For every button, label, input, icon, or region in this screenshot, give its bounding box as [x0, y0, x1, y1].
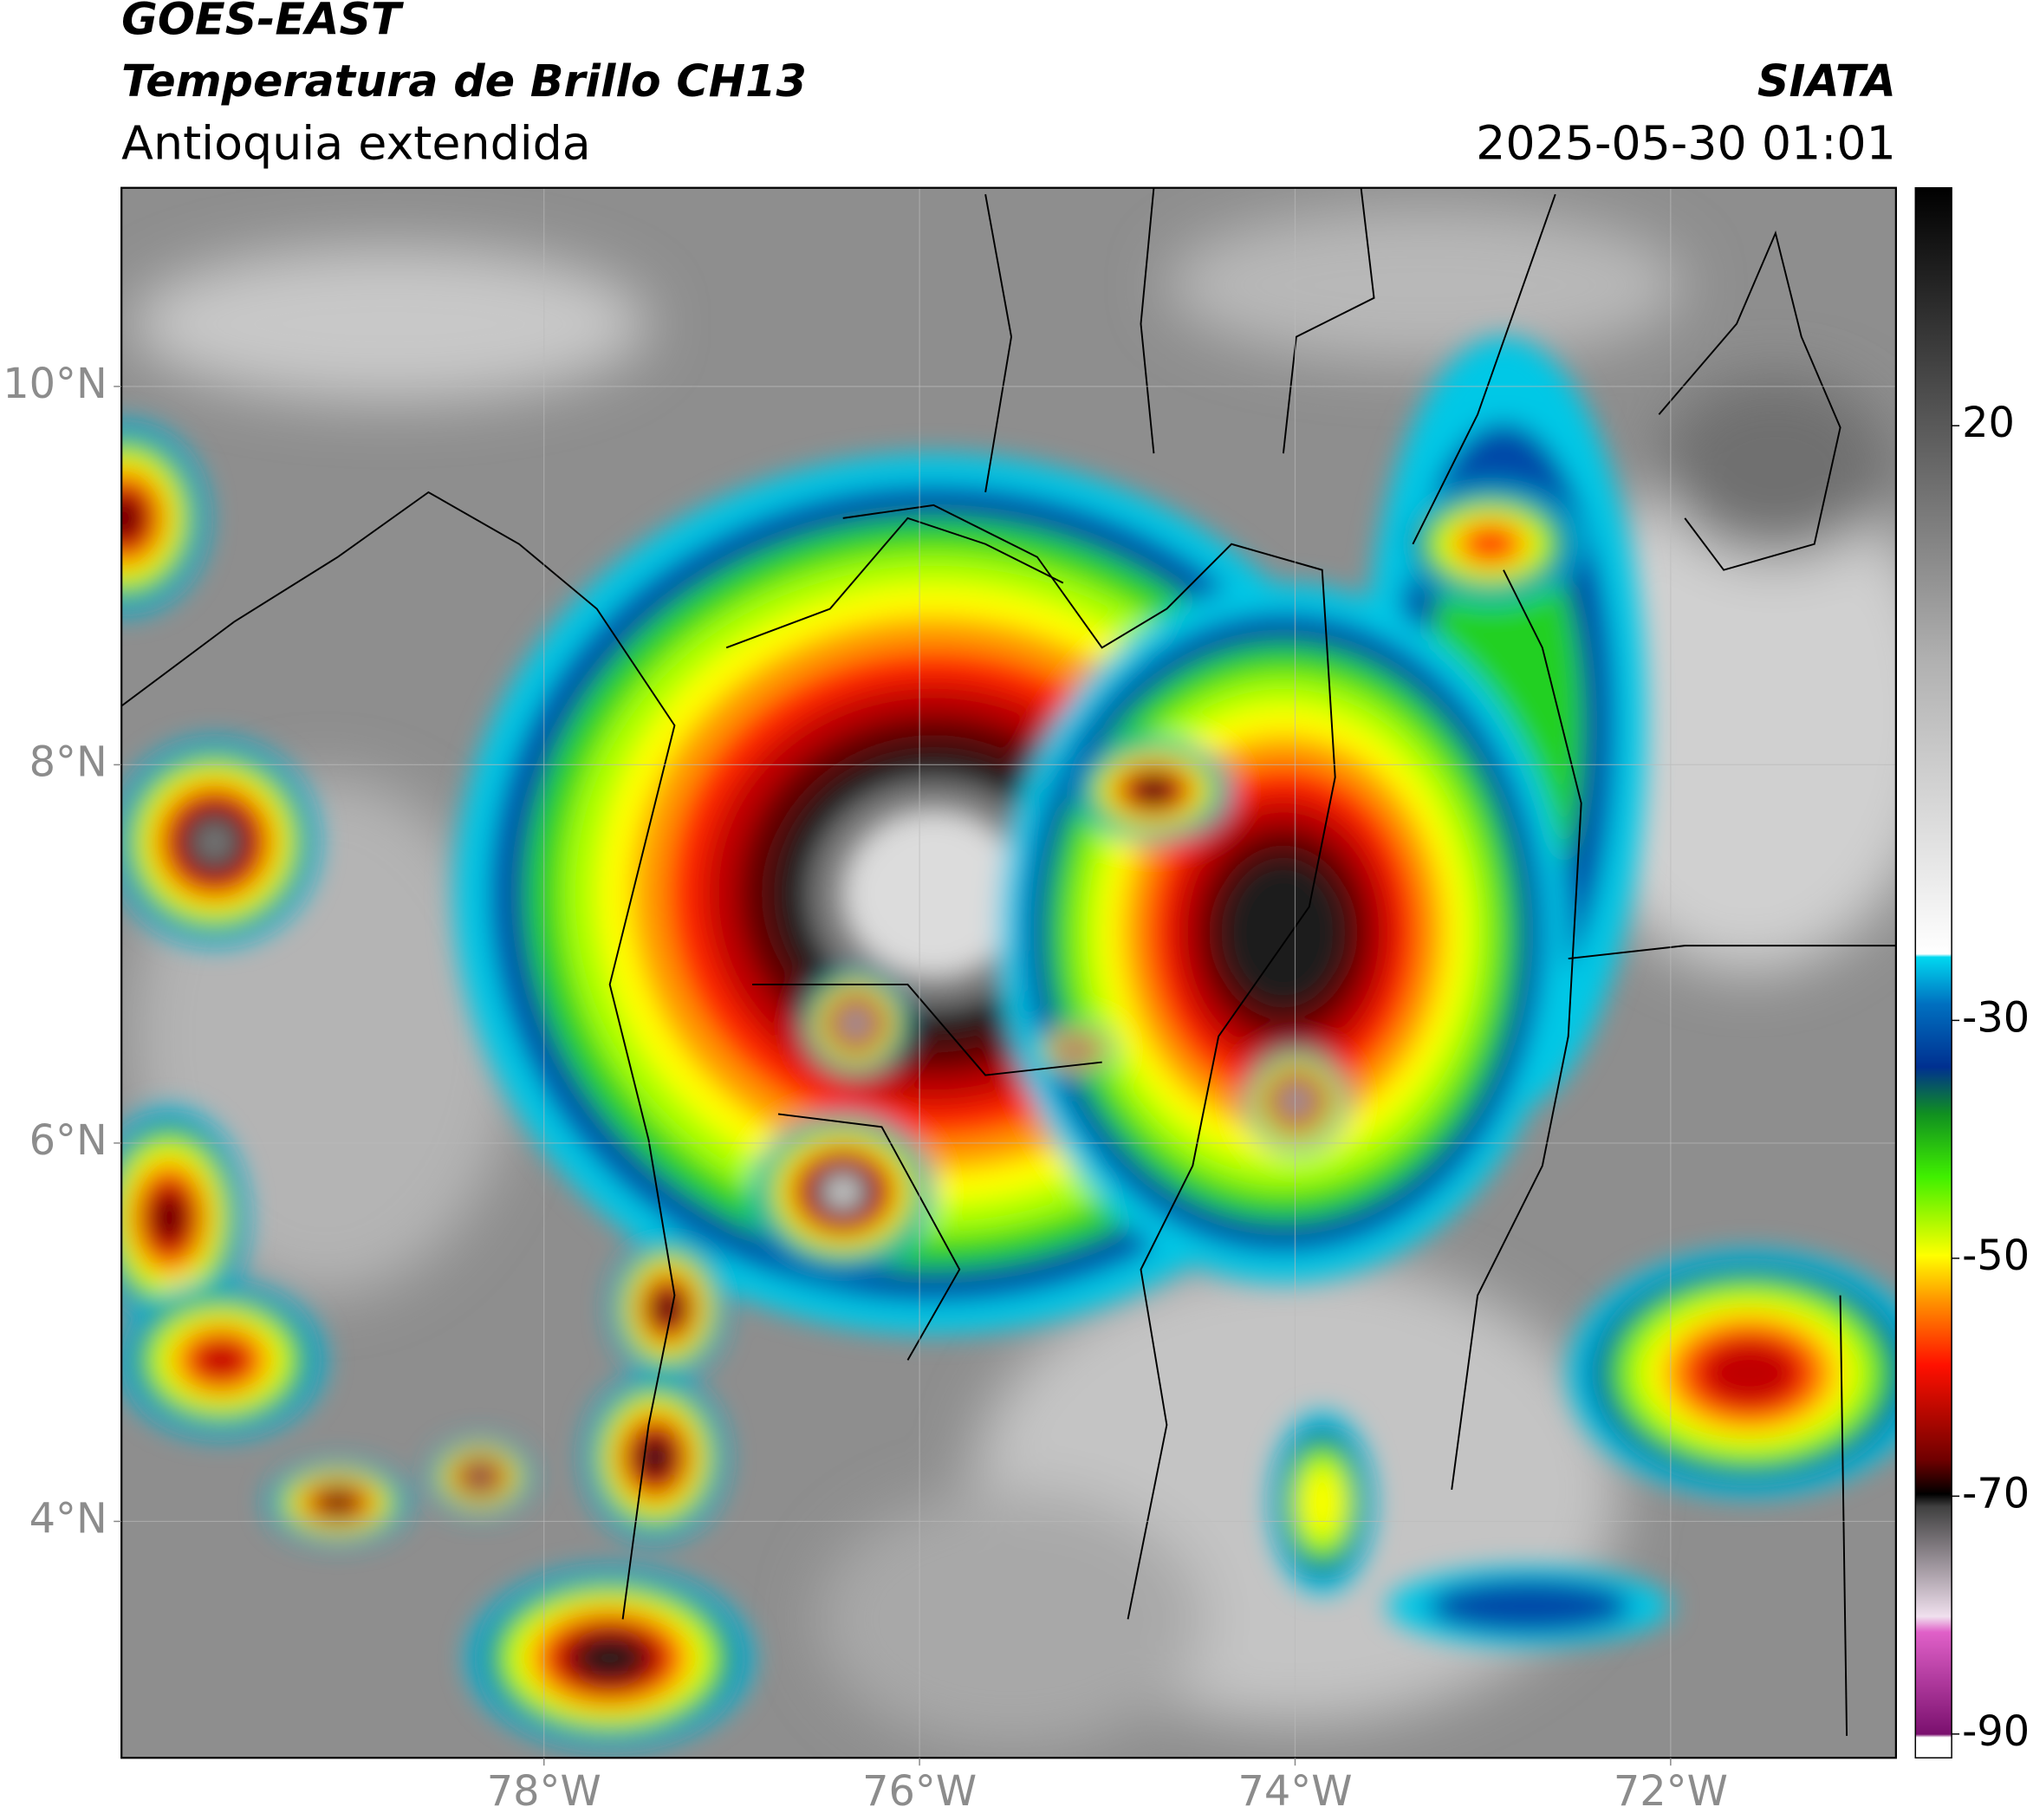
- subtitle: Temperatura de Brillo CH13: [121, 55, 807, 107]
- x-tick-label: 78°W: [487, 1768, 601, 1816]
- cloud-level: [1701, 1340, 1798, 1406]
- y-tick-label: 10°N: [3, 361, 107, 408]
- cloud-level: [121, 495, 145, 542]
- cloud-level: [470, 1468, 491, 1485]
- cloud-level: [826, 1177, 861, 1206]
- colorbar-tick-label: -90: [1962, 1708, 2030, 1756]
- source: SIATA: [1757, 55, 1896, 107]
- cloud-level: [1464, 526, 1517, 562]
- cloud-level: [1136, 778, 1171, 802]
- cloud-level: [193, 1339, 249, 1381]
- colorbar-tick-label: -50: [1962, 1232, 2030, 1280]
- colorbar-tick-label: -30: [1962, 994, 2030, 1042]
- cloud-level: [151, 1191, 188, 1245]
- cloud-level: [322, 1493, 354, 1512]
- y-tick-label: 8°N: [29, 738, 107, 786]
- datetime: 2025-05-30 01:01: [1476, 116, 1896, 171]
- x-tick-label: 76°W: [862, 1768, 977, 1816]
- cloud-level: [1427, 1578, 1632, 1635]
- y-tick-label: 4°N: [29, 1495, 107, 1543]
- cloud-level: [846, 1013, 866, 1033]
- map-frame: [120, 186, 1897, 1759]
- colorbar: [1914, 186, 1952, 1759]
- borders: [121, 187, 1896, 1736]
- satellite-image: [121, 187, 1896, 1758]
- colorbar-tick-label: 20: [1962, 400, 2015, 447]
- cloud-level: [844, 812, 1023, 976]
- cloud-level: [655, 1292, 681, 1324]
- cloud-level: [578, 1638, 641, 1678]
- cloud-level: [193, 821, 236, 863]
- y-tick-label: 6°N: [29, 1117, 107, 1165]
- cloud-level: [1221, 856, 1346, 1009]
- cloud-level: [640, 1439, 671, 1476]
- cloud-level: [1302, 1467, 1342, 1538]
- cloud-level: [1068, 1044, 1084, 1055]
- title: GOES-EAST: [121, 0, 404, 44]
- grid: [121, 187, 1896, 1758]
- x-tick-label: 72°W: [1614, 1768, 1728, 1816]
- colorbar-tick-label: -70: [1962, 1470, 2030, 1518]
- x-tick-label: 74°W: [1237, 1768, 1352, 1816]
- region: Antioquia extendida: [121, 116, 591, 171]
- cloud-level: [1286, 1091, 1306, 1111]
